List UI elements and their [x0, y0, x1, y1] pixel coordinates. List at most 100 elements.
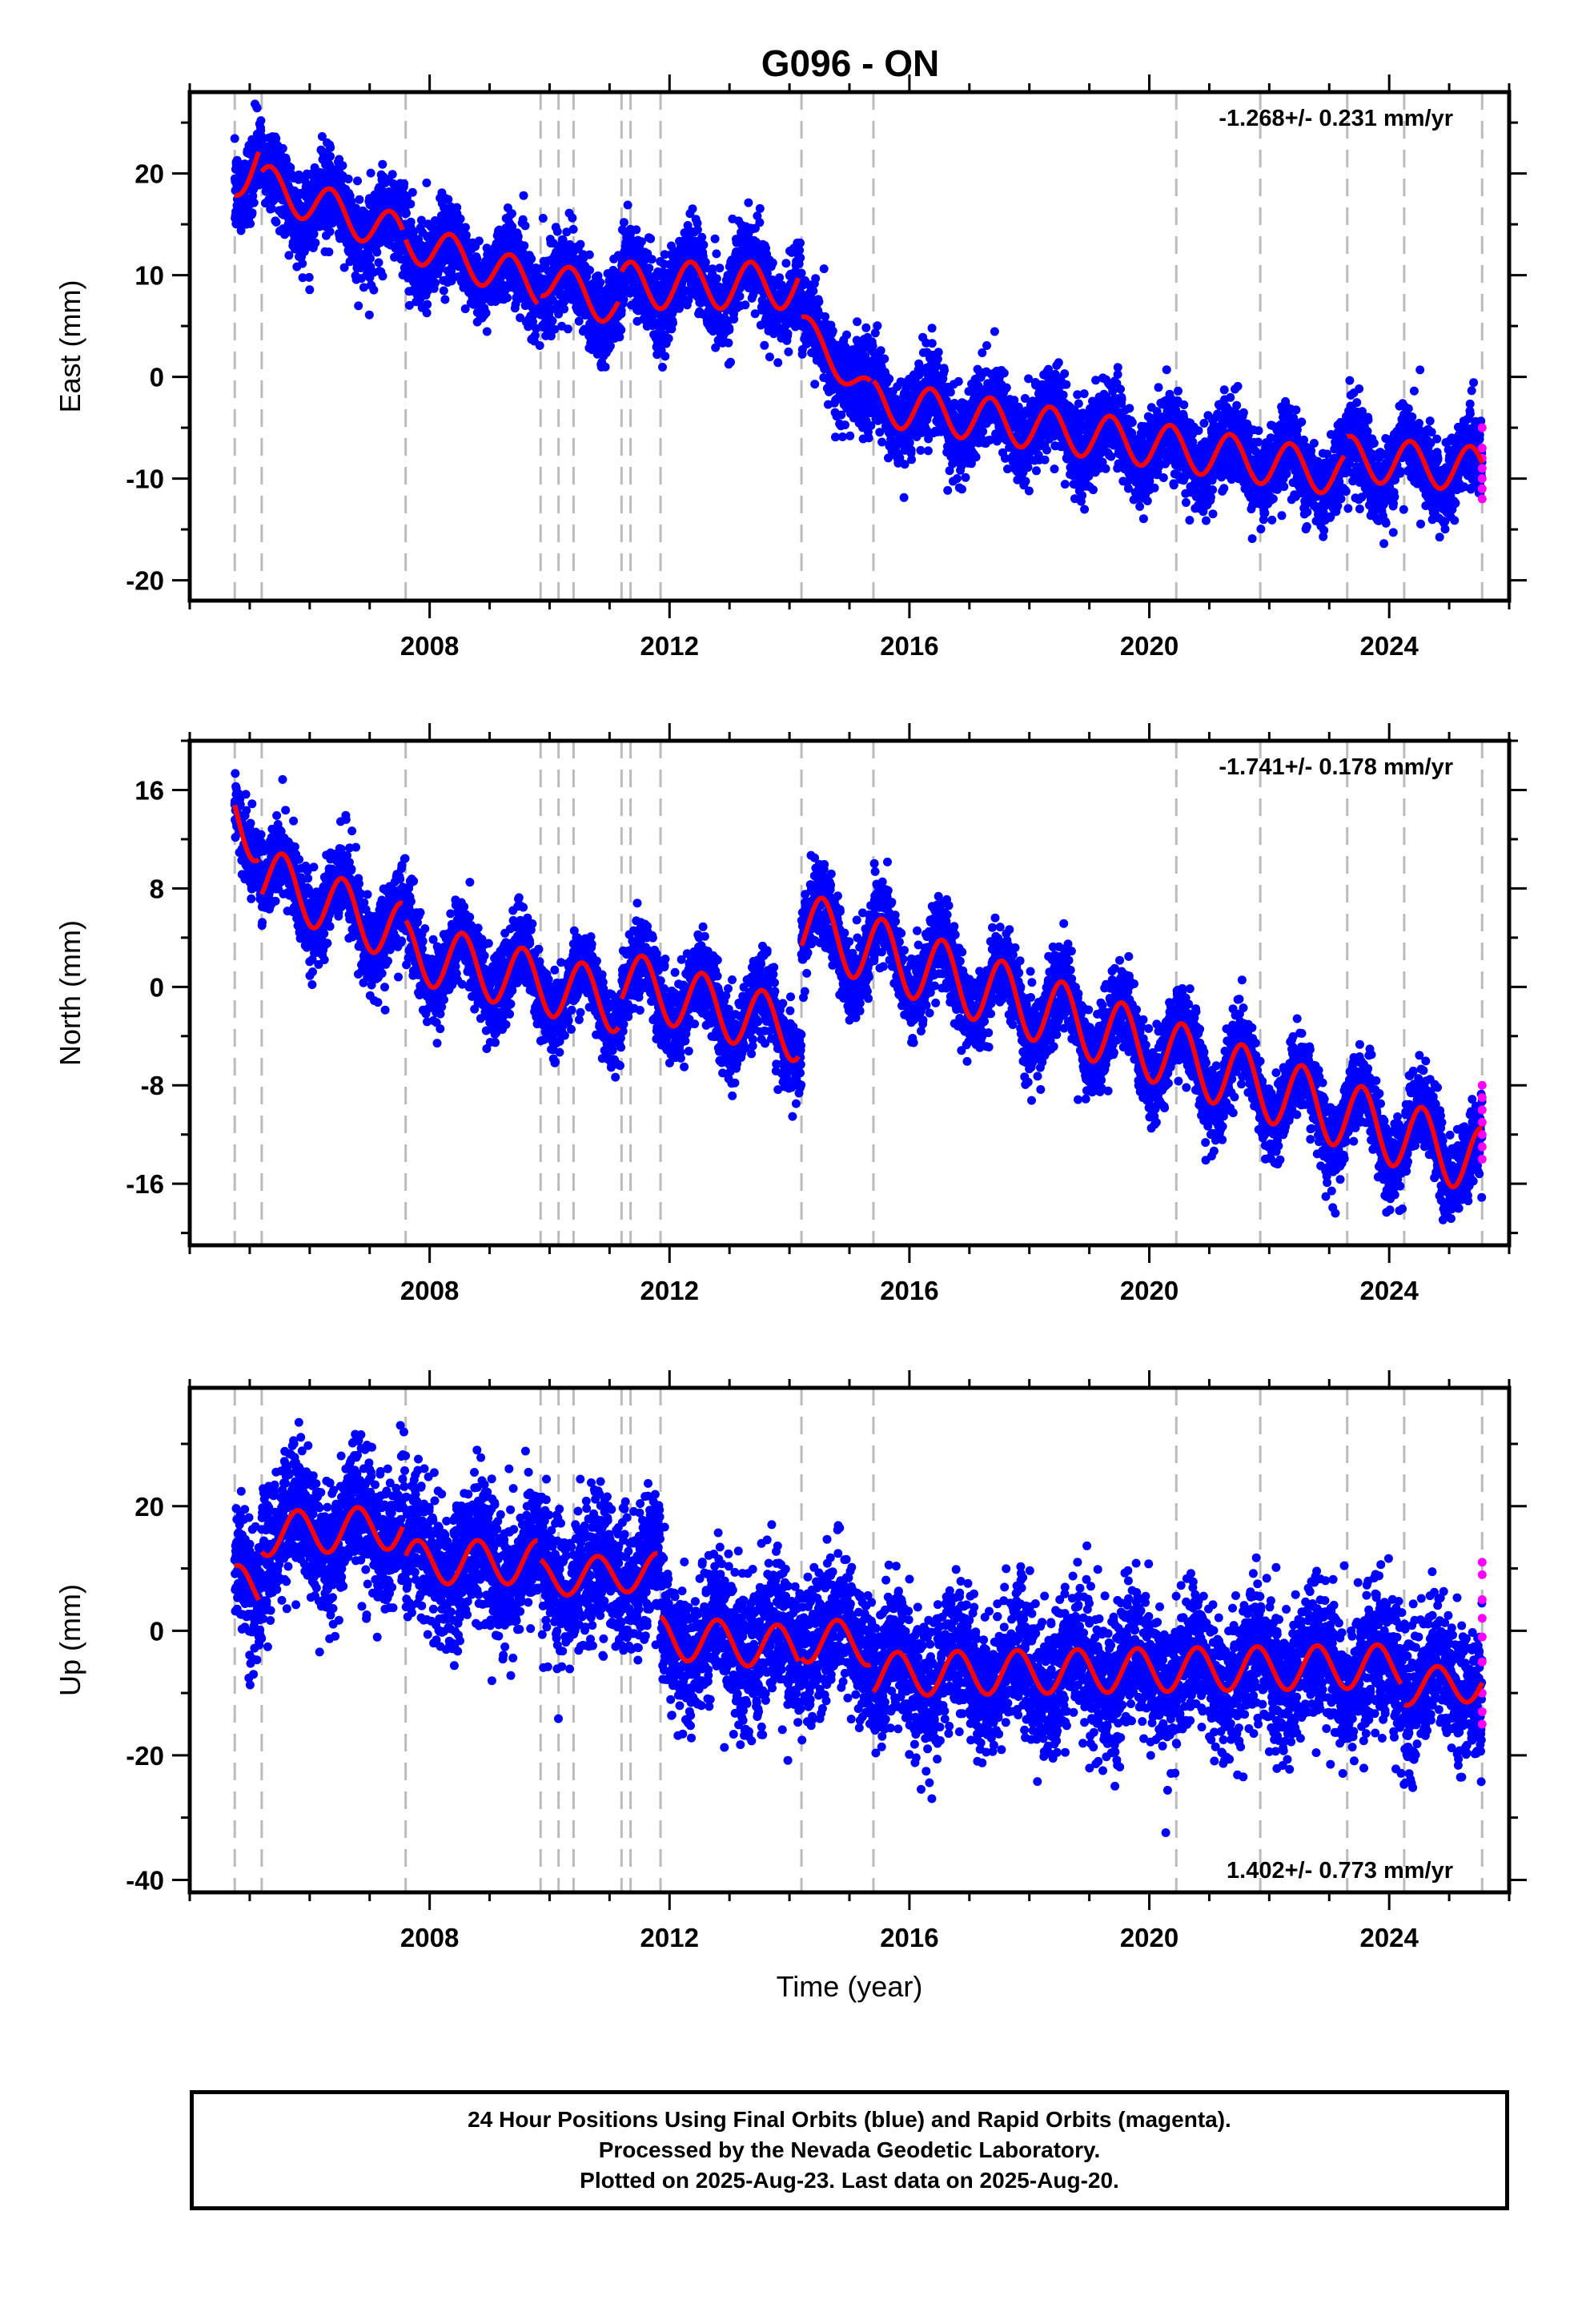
data-point — [369, 285, 379, 295]
data-point — [600, 362, 610, 372]
data-point — [699, 240, 709, 250]
data-point — [406, 199, 416, 209]
data-point — [282, 155, 291, 165]
data-point — [298, 259, 307, 268]
data-point — [712, 249, 721, 259]
data-point — [324, 247, 334, 257]
data-point — [885, 374, 894, 384]
data-point — [661, 352, 670, 361]
data-point — [481, 308, 491, 318]
data-point — [568, 224, 578, 234]
data-point — [828, 326, 837, 336]
data-point — [724, 338, 733, 348]
data-point — [784, 347, 793, 356]
data-point — [934, 348, 943, 357]
data-point — [353, 176, 362, 186]
data-point — [364, 310, 374, 320]
data-point — [519, 191, 528, 200]
data-point — [585, 265, 594, 275]
data-point — [347, 197, 356, 207]
data-point — [952, 474, 962, 484]
data-point — [644, 263, 654, 273]
data-point — [339, 263, 349, 272]
data-point — [366, 254, 375, 263]
data-point — [755, 203, 765, 213]
data-point — [880, 354, 889, 364]
data-point — [1032, 466, 1041, 476]
data-point — [304, 272, 314, 282]
data-point — [619, 295, 628, 304]
data-point — [876, 346, 885, 356]
data-point — [741, 300, 750, 310]
data-point — [563, 324, 572, 334]
data-point — [715, 263, 725, 273]
data-point — [538, 214, 548, 223]
data-point — [456, 214, 465, 223]
data-point — [990, 327, 999, 336]
data-point — [271, 134, 281, 143]
data-point — [503, 293, 512, 303]
data-point — [796, 253, 805, 263]
data-point — [359, 283, 368, 292]
data-point — [688, 204, 697, 214]
data-point — [744, 198, 753, 207]
data-point — [325, 227, 335, 236]
data-point — [278, 143, 287, 153]
data-point — [527, 254, 536, 263]
data-point — [811, 274, 821, 283]
data-point — [765, 352, 774, 362]
data-point — [246, 219, 255, 228]
data-point — [664, 334, 673, 344]
data-point — [309, 229, 319, 239]
data-point — [927, 339, 937, 348]
data-point — [248, 191, 258, 201]
data-point — [809, 286, 818, 296]
data-point — [853, 317, 862, 327]
data-point — [422, 308, 432, 318]
data-point — [961, 472, 970, 482]
data-point — [378, 159, 387, 169]
data-point — [355, 195, 364, 204]
data-point — [796, 238, 805, 247]
data-point — [422, 178, 432, 187]
data-point — [258, 132, 267, 142]
data-point — [982, 341, 991, 350]
data-point — [284, 251, 294, 260]
data-point — [372, 247, 382, 257]
data-point — [440, 295, 450, 304]
data-point — [230, 134, 239, 143]
data-point — [423, 300, 432, 309]
data-point — [460, 223, 470, 232]
data-point — [439, 286, 448, 296]
data-point — [943, 485, 953, 495]
final-orbit-points — [230, 99, 1487, 549]
data-point — [535, 341, 544, 350]
data-point — [773, 358, 783, 368]
data-point — [401, 209, 411, 218]
data-point — [596, 278, 605, 287]
data-point — [781, 259, 791, 268]
data-point — [267, 203, 276, 213]
data-point — [576, 239, 585, 249]
data-point — [520, 221, 530, 231]
data-point — [775, 273, 785, 283]
data-point — [873, 321, 882, 331]
data-point — [971, 452, 981, 462]
data-point — [343, 175, 353, 183]
data-point — [568, 213, 577, 223]
data-point — [877, 437, 887, 447]
data-point — [623, 200, 632, 210]
data-point — [560, 304, 569, 314]
data-point — [841, 420, 849, 430]
data-point — [845, 431, 855, 440]
data-point — [584, 250, 594, 259]
data-point — [693, 225, 702, 235]
data-point — [552, 227, 562, 236]
data-point — [520, 241, 529, 251]
data-point — [725, 325, 734, 335]
data-point — [317, 132, 327, 141]
data-point — [814, 297, 824, 307]
data-point — [864, 433, 873, 443]
data-point — [378, 271, 387, 281]
